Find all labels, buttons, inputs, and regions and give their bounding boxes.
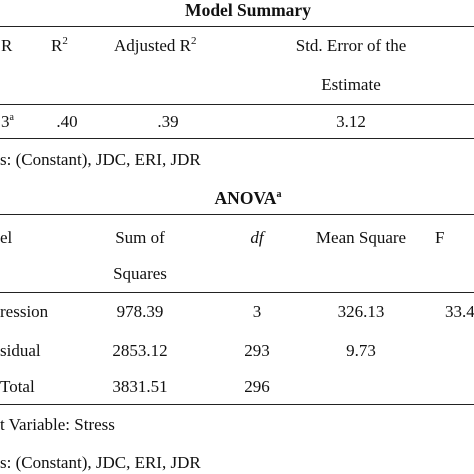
anova-header-f: F bbox=[435, 228, 445, 247]
anova-row-df: 296 bbox=[244, 377, 270, 396]
anova-row-ms: 326.13 bbox=[337, 302, 385, 321]
anova-row-ss: 3831.51 bbox=[112, 377, 168, 396]
cell-adjusted-r-squared: .39 bbox=[157, 112, 179, 131]
model-summary-footnote: s: (Constant), JDC, ERI, JDR bbox=[0, 150, 201, 169]
model-summary-title: Model Summary bbox=[185, 0, 311, 20]
anova-bottom-rule bbox=[0, 404, 474, 405]
anova-row-ss: 2853.12 bbox=[112, 341, 168, 360]
anova-row-label: sidual bbox=[0, 341, 41, 360]
model-summary-top-rule bbox=[0, 26, 474, 27]
anova-row-label: ression bbox=[0, 302, 49, 321]
anova-row-label: Total bbox=[0, 377, 35, 396]
header-r-squared: R2 bbox=[51, 35, 68, 56]
anova-row-ms: 9.73 bbox=[346, 341, 376, 360]
anova-header-df: df bbox=[250, 228, 264, 247]
anova-footnote-dependent: t Variable: Stress bbox=[0, 415, 115, 434]
header-std-error-line2: Estimate bbox=[321, 75, 381, 94]
anova-header-ss-line1: Sum of bbox=[115, 228, 165, 247]
anova-row-ss: 978.39 bbox=[116, 302, 164, 321]
anova-top-rule bbox=[0, 214, 474, 215]
cell-r: 3a bbox=[1, 112, 14, 131]
anova-header-mean-square: Mean Square bbox=[315, 228, 407, 247]
anova-row-df: 3 bbox=[252, 302, 262, 321]
cell-std-error: 3.12 bbox=[336, 112, 366, 131]
header-std-error-line1: Std. Error of the bbox=[295, 36, 407, 55]
anova-row-f: 33.4 bbox=[445, 302, 474, 321]
model-summary-bottom-rule bbox=[0, 138, 474, 139]
anova-row-df: 293 bbox=[244, 341, 270, 360]
anova-header-ss-line2: Squares bbox=[113, 264, 167, 283]
anova-header-model: el bbox=[0, 228, 13, 247]
header-r: R bbox=[1, 36, 13, 55]
anova-header-rule bbox=[0, 292, 474, 293]
header-adjusted-r-squared: Adjusted R2 bbox=[114, 35, 197, 56]
anova-footnote-predictors: s: (Constant), JDC, ERI, JDR bbox=[0, 453, 201, 472]
model-summary-header-rule bbox=[0, 104, 474, 105]
anova-title: ANOVAa bbox=[214, 188, 282, 208]
cell-r-squared: .40 bbox=[56, 112, 78, 131]
